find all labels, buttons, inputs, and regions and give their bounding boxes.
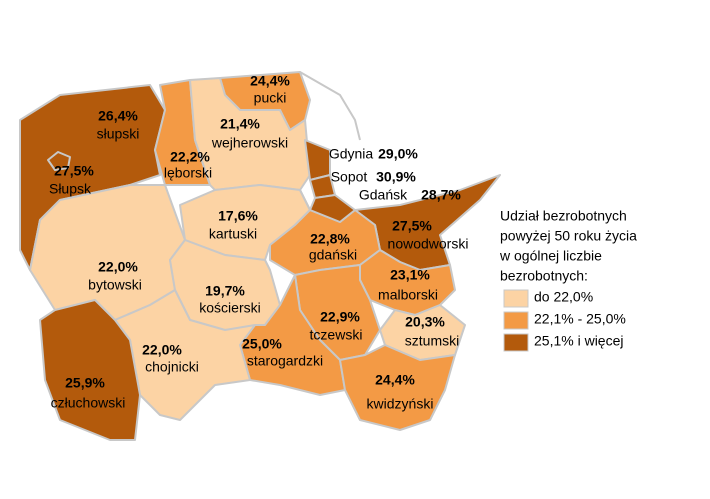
region-name: kościerski: [199, 300, 260, 316]
legend-title: w ogólnej liczbie: [499, 248, 602, 264]
value-label: 23,1%: [390, 267, 430, 283]
region-name: kartuski: [209, 226, 257, 242]
value-label: 25,0%: [242, 336, 282, 352]
value-label: 19,7%: [205, 283, 245, 299]
value-label: 17,6%: [218, 208, 258, 224]
legend-swatch: [503, 311, 529, 330]
region-name: słupski: [97, 126, 140, 142]
legend-swatch: [503, 333, 529, 352]
region-name: starogardzki: [247, 353, 323, 369]
legend-label: do 22,0%: [534, 289, 593, 305]
region-name: Gdańsk: [359, 187, 408, 203]
legend-swatch: [503, 289, 529, 308]
region: [304, 139, 331, 181]
region-name: malborski: [378, 287, 438, 303]
legend-label: 22,1% - 25,0%: [534, 311, 626, 327]
region: [19, 84, 166, 271]
value-label: 28,7%: [421, 187, 461, 203]
legend-title: powyżej 50 roku życia: [500, 228, 637, 244]
region-name: kwidzyński: [367, 396, 434, 412]
value-label: 25,9%: [65, 375, 105, 391]
region: [39, 299, 141, 441]
legend-title: bezrobotnych:: [500, 268, 588, 284]
region-name: Gdynia: [329, 146, 374, 162]
value-label: 29,0%: [378, 146, 418, 162]
value-label: 22,2%: [170, 149, 210, 165]
region-name: człuchowski: [51, 395, 126, 411]
region: [114, 289, 256, 421]
value-label: 24,4%: [250, 73, 290, 89]
region-name: lęborski: [164, 165, 212, 181]
value-label: 27,5%: [392, 218, 432, 234]
value-label: 22,9%: [320, 309, 360, 325]
value-label: 21,4%: [220, 116, 260, 132]
value-label: 20,3%: [405, 314, 445, 330]
region-name: bytowski: [88, 277, 142, 293]
region-name: wejherowski: [211, 135, 288, 151]
region-name: nowodworski: [388, 236, 469, 252]
value-label: 30,9%: [376, 169, 416, 185]
value-label: 27,5%: [54, 163, 94, 179]
value-label: 22,0%: [142, 342, 182, 358]
value-label: 24,4%: [375, 372, 415, 388]
region-name: tczewski: [310, 327, 363, 343]
region-name: sztumski: [405, 333, 459, 349]
value-label: 26,4%: [98, 108, 138, 124]
value-label: 22,8%: [310, 231, 350, 247]
legend-title: Udział bezrobotnych: [500, 208, 627, 224]
region-name: Słupsk: [49, 181, 92, 197]
region-name: chojnicki: [145, 359, 199, 375]
region: [47, 151, 71, 171]
region: [309, 194, 356, 223]
region-name: pucki: [254, 90, 287, 106]
legend-label: 25,1% i więcej: [534, 333, 624, 349]
region-name: gdański: [309, 247, 357, 263]
coastline: [299, 71, 361, 141]
region: [339, 344, 456, 431]
value-label: 22,0%: [98, 259, 138, 275]
region-name: Sopot: [331, 169, 368, 185]
